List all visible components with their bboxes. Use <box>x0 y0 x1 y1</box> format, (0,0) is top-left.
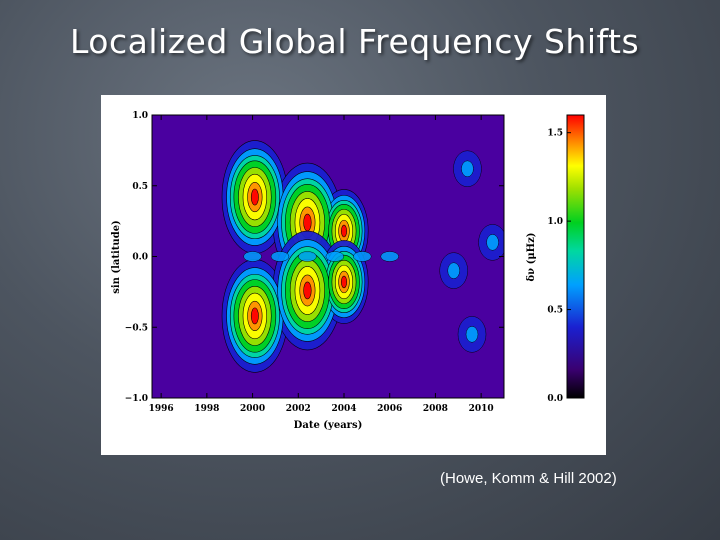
x-tick-label: 1996 <box>149 404 174 414</box>
contour-band <box>325 251 345 262</box>
contour-band <box>270 251 290 262</box>
contour-band <box>298 251 317 262</box>
x-tick-label: 2010 <box>469 404 494 414</box>
x-axis-label: Date (years) <box>294 420 363 431</box>
contour-band <box>243 251 262 262</box>
contour-band <box>486 234 499 251</box>
colorbar-tick-label: 1.5 <box>547 129 563 139</box>
contour-band <box>461 160 474 178</box>
contour-band <box>341 224 347 238</box>
x-tick-label: 2006 <box>377 404 402 414</box>
contour-band <box>303 281 312 300</box>
colorbar-ticks: 1.5 1.0 0.5 0.0 <box>547 129 571 404</box>
figure-panel: 1996 1998 2000 2002 2004 2006 2008 2010 1.0 0.5 0… <box>101 95 606 455</box>
x-tick-label: 2004 <box>331 404 356 414</box>
contour-band <box>465 326 479 343</box>
butterfly-heatmap-chart: 1996 1998 2000 2002 2004 2006 2008 2010 1.0 0.5 0… <box>111 111 585 431</box>
contour-band <box>341 275 347 289</box>
y-tick-label: −1.0 <box>125 394 148 404</box>
slide-title: Localized Global Frequency Shifts <box>70 22 640 61</box>
colorbar-tick-label: 0.0 <box>547 394 563 404</box>
y-axis-ticks: 1.0 0.5 0.0 −0.5 −1.0 <box>125 111 504 404</box>
y-tick-label: 1.0 <box>132 111 148 121</box>
x-tick-label: 2000 <box>240 404 265 414</box>
x-tick-label: 2002 <box>286 404 311 414</box>
citation: (Howe, Komm & Hill 2002) <box>440 470 617 487</box>
contour-band <box>303 213 312 232</box>
contour-band <box>447 262 460 279</box>
x-tick-label: 1998 <box>194 404 219 414</box>
colorbar-tick-label: 0.5 <box>547 306 563 316</box>
x-axis-ticks: 1996 1998 2000 2002 2004 2006 2008 2010 <box>149 115 494 414</box>
colorbar-label: δν (μHz) <box>526 233 537 282</box>
y-tick-label: −0.5 <box>125 323 148 333</box>
contour-band <box>250 307 259 325</box>
y-tick-label: 0.0 <box>132 253 148 263</box>
colorbar <box>566 114 585 399</box>
contour-band <box>353 251 372 262</box>
y-tick-label: 0.5 <box>132 182 148 192</box>
heatmap-layer <box>221 140 504 373</box>
x-tick-label: 2008 <box>423 404 448 414</box>
contour-band <box>380 251 399 262</box>
contour-band <box>250 188 259 206</box>
y-axis-label: sin (latitude) <box>111 220 122 294</box>
colorbar-tick-label: 1.0 <box>547 217 563 227</box>
